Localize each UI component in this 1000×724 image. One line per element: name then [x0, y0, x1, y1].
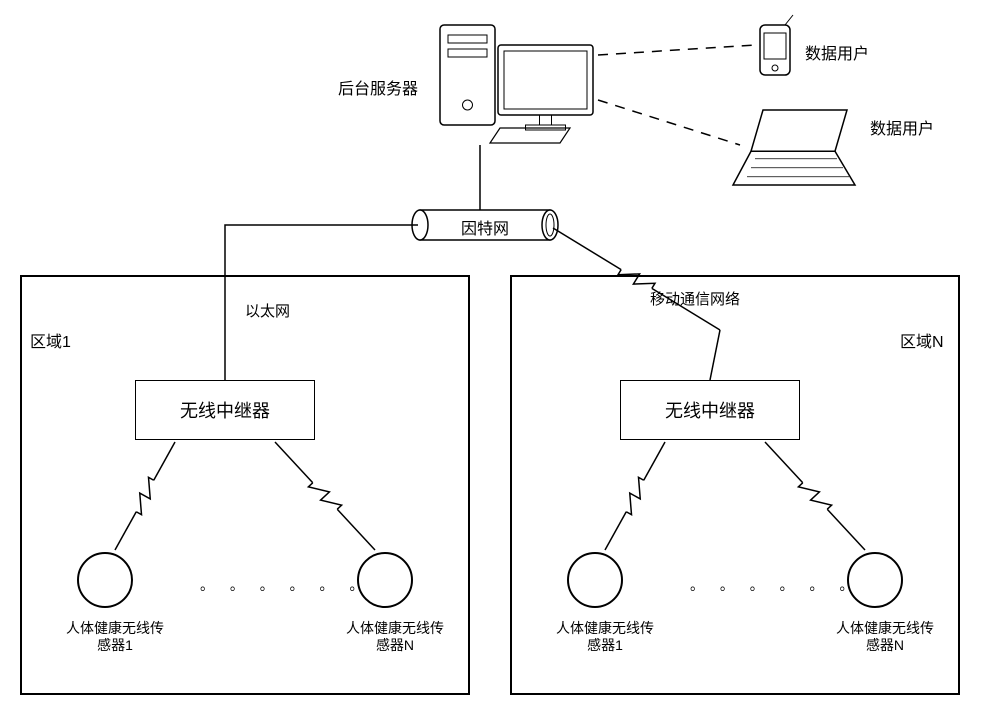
- dots-left: 。 。 。 。 。 。: [200, 575, 369, 595]
- sensor-circle-right-0: [567, 552, 623, 608]
- region-1-title: 区域1: [30, 328, 71, 352]
- sensor-label-right-1: 人体健康无线传感器N: [825, 620, 945, 654]
- server-tower-icon: [440, 25, 495, 125]
- sensor-circle-left-0: [77, 552, 133, 608]
- phone-icon: [760, 15, 793, 75]
- repeater-left-box: 无线中继器: [135, 380, 315, 440]
- monitor-icon: [498, 45, 593, 130]
- laptop-icon: [733, 110, 855, 185]
- sensor-circle-right-1: [847, 552, 903, 608]
- sensor-label-left-1: 人体健康无线传感器N: [335, 620, 455, 654]
- internet-label: 因特网: [420, 215, 550, 239]
- server-label: 后台服务器: [338, 75, 418, 99]
- server-to-phone-line: [598, 45, 755, 55]
- phone-user-label: 数据用户: [805, 40, 869, 64]
- laptop-user-label: 数据用户: [870, 115, 934, 139]
- repeater-right-box: 无线中继器: [620, 380, 800, 440]
- region-n-title: 区域N: [900, 328, 944, 352]
- dots-right: 。 。 。 。 。 。: [690, 575, 859, 595]
- repeater-left-label: 无线中继器: [136, 381, 314, 439]
- sensor-circle-left-1: [357, 552, 413, 608]
- sensor-label-right-0: 人体健康无线传感器1: [545, 620, 665, 654]
- server-to-laptop-line: [598, 100, 740, 145]
- repeater-right-label: 无线中继器: [621, 381, 799, 439]
- sensor-label-left-0: 人体健康无线传感器1: [55, 620, 175, 654]
